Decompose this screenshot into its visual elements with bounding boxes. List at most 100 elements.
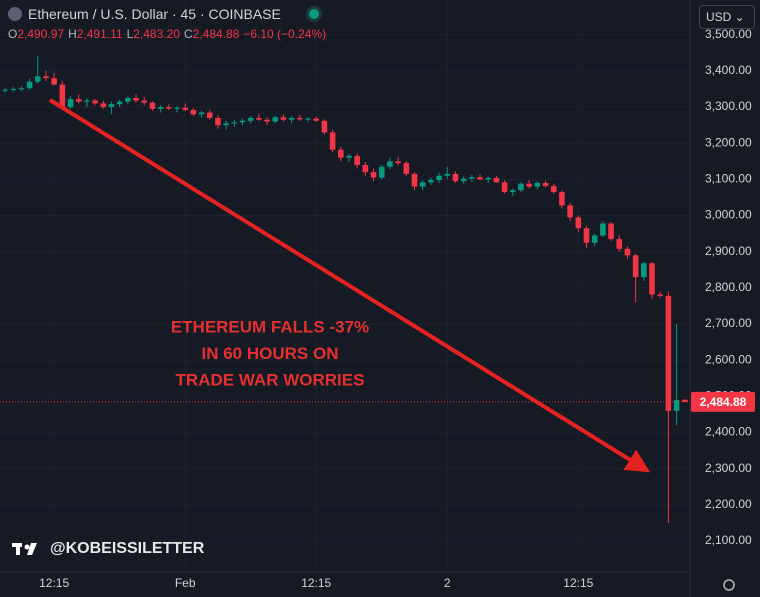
candle-body xyxy=(469,177,475,179)
annotation-line: IN 60 HOURS ON xyxy=(202,344,339,363)
candle-body xyxy=(493,177,500,183)
candle-body xyxy=(411,173,418,187)
candle-body xyxy=(166,107,172,109)
arrow xyxy=(48,98,651,473)
x-tick-label: 12:15 xyxy=(563,576,593,590)
candle-body xyxy=(133,98,139,101)
y-tick-label: 3,000.00 xyxy=(705,208,752,222)
ohlc-key: C xyxy=(183,27,193,41)
currency-button[interactable]: USD ⌄ xyxy=(699,5,755,29)
candles xyxy=(0,56,690,523)
y-tick-label: 2,400.00 xyxy=(705,425,752,439)
candle-body xyxy=(346,155,352,158)
candle-body xyxy=(10,88,16,90)
candle-body xyxy=(239,120,246,123)
candle-body xyxy=(403,163,410,174)
candle-body xyxy=(67,99,74,108)
candle-body xyxy=(297,117,303,120)
candle-body xyxy=(378,166,385,178)
candle-body xyxy=(26,81,33,89)
candle-body xyxy=(354,155,360,165)
candle-body xyxy=(125,98,131,102)
candle-body xyxy=(673,400,680,411)
symbol-title: Ethereum / U.S. Dollar · 45 · COINBASE xyxy=(28,6,281,22)
candle-body xyxy=(436,175,442,181)
y-tick-label: 2,700.00 xyxy=(705,316,752,330)
ohlc-key: L xyxy=(126,27,134,41)
candle-body xyxy=(305,118,311,120)
candle-body xyxy=(116,101,123,105)
candle-body xyxy=(247,117,254,121)
candle-body xyxy=(641,263,647,278)
y-tick-label: 3,500.00 xyxy=(705,27,752,41)
candle-body xyxy=(59,84,66,108)
x-tick-label: Feb xyxy=(175,576,196,590)
candle-body xyxy=(518,183,524,191)
candle-body xyxy=(108,104,115,108)
candle-body xyxy=(509,190,516,193)
candle-body xyxy=(567,205,573,218)
candle-body xyxy=(608,223,614,240)
ohlc-value: 2,490.97 xyxy=(17,27,65,41)
candle-body xyxy=(313,118,320,121)
ohlc-row: O2,490.97 H2,491.11 L2,483.20 C2,484.88 −6.1… xyxy=(8,27,330,41)
candle-body xyxy=(460,178,467,182)
y-tick-label: 3,100.00 xyxy=(705,172,752,186)
candle-body xyxy=(198,112,205,115)
candle-body xyxy=(34,76,41,82)
candle-body xyxy=(444,173,451,176)
candle-body xyxy=(190,109,197,115)
candle-body xyxy=(51,78,57,85)
candle-body xyxy=(206,112,213,118)
candle-body xyxy=(92,100,98,104)
candle-body xyxy=(288,117,295,120)
candle-body xyxy=(157,107,164,109)
candle-body xyxy=(141,100,148,103)
candle-body xyxy=(559,192,565,206)
annotation: ETHEREUM FALLS -37% IN 60 HOURS ON TRADE W… xyxy=(171,317,369,389)
candle-body xyxy=(18,88,25,90)
candle-body xyxy=(550,185,557,193)
candle-body xyxy=(149,102,156,109)
annotation-line: TRADE WAR WORRIES xyxy=(176,370,365,389)
y-tick-label: 3,400.00 xyxy=(705,63,752,77)
ohlc-value: 2,483.20 xyxy=(133,27,180,41)
candle-body xyxy=(616,239,623,249)
settings-icon[interactable] xyxy=(723,579,735,591)
candle-body xyxy=(452,173,459,182)
candle-body xyxy=(501,182,508,193)
candle-body xyxy=(174,107,180,109)
candle-body xyxy=(264,119,270,122)
candle-body xyxy=(575,217,582,229)
candle-body xyxy=(428,180,434,183)
candle-body xyxy=(632,255,639,278)
candle-body xyxy=(665,295,672,411)
y-tick-label: 3,200.00 xyxy=(705,135,752,149)
candle-body xyxy=(182,107,188,110)
candle-body xyxy=(591,235,598,243)
candle-body xyxy=(337,149,344,158)
x-tick-label: 12:15 xyxy=(39,576,69,590)
candle-body xyxy=(370,172,377,178)
candle-body xyxy=(362,164,369,173)
last-price-box xyxy=(691,391,755,412)
candle-body xyxy=(649,263,655,295)
title-row: Ethereum / U.S. Dollar · 45 · COINBASE xyxy=(8,6,330,22)
grid xyxy=(0,0,690,572)
y-tick-label: 2,600.00 xyxy=(705,352,752,366)
y-axis: 2,100.002,200.002,300.002,400.002,500.00… xyxy=(689,0,755,597)
candle-body xyxy=(526,183,532,187)
y-tick-label: 3,300.00 xyxy=(705,99,752,113)
ohlc-key: H xyxy=(68,27,77,41)
candle-body xyxy=(624,248,631,256)
y-tick-label: 2,200.00 xyxy=(705,497,752,511)
y-tick-label: 2,300.00 xyxy=(705,461,752,475)
candle-body xyxy=(223,123,229,126)
logo xyxy=(12,543,37,555)
candle-body xyxy=(583,228,590,243)
candle-body xyxy=(321,120,328,133)
candle-body xyxy=(100,103,107,108)
candle-body xyxy=(395,161,401,164)
